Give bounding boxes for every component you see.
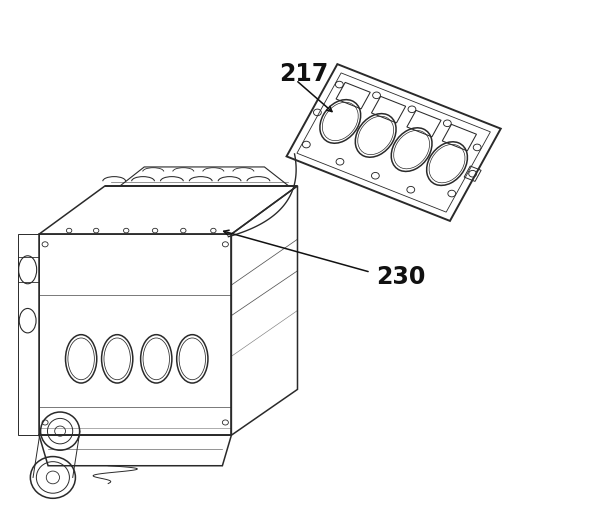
Ellipse shape <box>67 228 72 233</box>
Ellipse shape <box>94 228 99 233</box>
Ellipse shape <box>124 228 129 233</box>
Ellipse shape <box>153 228 157 233</box>
Text: 230: 230 <box>376 265 425 290</box>
Text: 217: 217 <box>279 62 329 86</box>
Ellipse shape <box>181 228 186 233</box>
Ellipse shape <box>210 228 216 233</box>
